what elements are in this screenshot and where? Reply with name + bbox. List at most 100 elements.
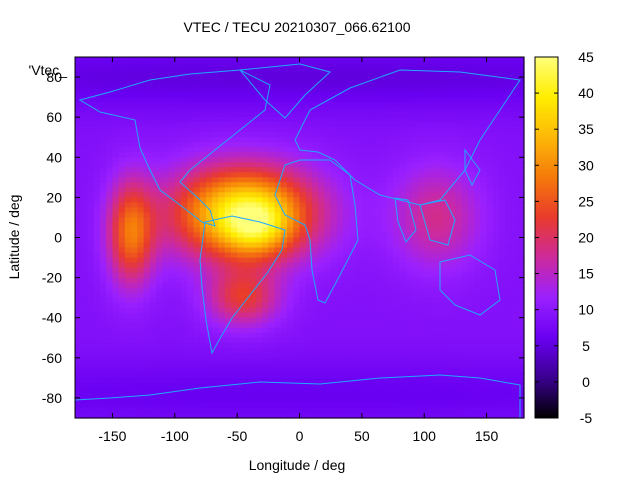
- heatmap-cell: [162, 392, 170, 399]
- heatmap-cell: [336, 137, 344, 143]
- heatmap-cell: [324, 367, 332, 374]
- heatmap-cell: [224, 182, 232, 188]
- heatmap-cell: [430, 137, 438, 143]
- heatmap-cell: [193, 242, 201, 249]
- heatmap-cell: [455, 222, 463, 229]
- heatmap-cell: [305, 77, 313, 83]
- heatmap-cell: [461, 272, 469, 279]
- heatmap-cell: [374, 237, 382, 244]
- heatmap-cell: [124, 337, 132, 344]
- heatmap-cell: [511, 322, 519, 329]
- heatmap-cell: [274, 257, 282, 264]
- heatmap-cell: [311, 357, 319, 364]
- heatmap-cell: [455, 117, 463, 123]
- heatmap-cell: [405, 382, 413, 389]
- heatmap-cell: [293, 132, 301, 138]
- heatmap-cell: [75, 392, 82, 399]
- heatmap-cell: [187, 332, 195, 339]
- heatmap-cell: [218, 132, 226, 138]
- heatmap-cell: [424, 367, 432, 374]
- heatmap-cell: [305, 382, 313, 389]
- heatmap-cell: [380, 322, 388, 329]
- heatmap-cell: [511, 352, 519, 359]
- heatmap-cell: [268, 212, 276, 219]
- heatmap-cell: [237, 187, 244, 193]
- heatmap-cell: [162, 142, 170, 148]
- heatmap-cell: [174, 127, 182, 133]
- heatmap-cell: [511, 147, 519, 153]
- heatmap-cell: [330, 362, 338, 369]
- heatmap-cell: [168, 392, 176, 399]
- heatmap-cell: [393, 102, 400, 108]
- heatmap-cell: [156, 392, 163, 399]
- heatmap-cell: [386, 397, 394, 404]
- heatmap-cell: [199, 332, 207, 339]
- heatmap-cell: [336, 337, 344, 344]
- heatmap-cell: [249, 277, 257, 284]
- heatmap-cell: [212, 142, 220, 148]
- heatmap-cell: [230, 177, 238, 183]
- heatmap-cell: [255, 117, 263, 123]
- heatmap-cell: [330, 162, 338, 168]
- heatmap-cell: [417, 347, 425, 354]
- heatmap-cell: [249, 267, 257, 274]
- heatmap-cell: [106, 182, 114, 188]
- heatmap-cell: [75, 267, 82, 274]
- heatmap-cell: [405, 102, 413, 108]
- heatmap-cell: [268, 107, 276, 113]
- heatmap-cell: [461, 242, 469, 249]
- heatmap-cell: [330, 192, 338, 198]
- heatmap-cell: [268, 332, 276, 339]
- heatmap-cell: [230, 227, 238, 234]
- heatmap-cell: [330, 377, 338, 384]
- heatmap-cell: [199, 307, 207, 314]
- heatmap-cell: [430, 187, 438, 193]
- heatmap-cell: [399, 162, 407, 168]
- heatmap-cell: [467, 207, 475, 214]
- heatmap-cell: [461, 387, 469, 394]
- heatmap-cell: [174, 247, 182, 254]
- heatmap-cell: [442, 102, 450, 108]
- heatmap-cell: [355, 177, 363, 183]
- heatmap-cell: [449, 177, 457, 183]
- heatmap-cell: [386, 187, 394, 193]
- heatmap-cell: [474, 297, 481, 304]
- heatmap-cell: [361, 142, 369, 148]
- heatmap-cell: [193, 342, 201, 349]
- heatmap-cell: [393, 117, 400, 123]
- heatmap-cell: [193, 177, 201, 183]
- heatmap-cell: [168, 257, 176, 264]
- heatmap-cell: [318, 132, 326, 138]
- heatmap-cell: [505, 67, 513, 73]
- heatmap-cell: [287, 307, 294, 314]
- heatmap-cell: [137, 272, 145, 279]
- heatmap-cell: [205, 332, 213, 339]
- heatmap-cell: [224, 112, 232, 118]
- heatmap-cell: [442, 172, 450, 178]
- heatmap-cell: [87, 197, 95, 203]
- heatmap-cell: [99, 117, 107, 123]
- heatmap-cell: [293, 207, 301, 214]
- heatmap-cell: [187, 102, 195, 108]
- heatmap-cell: [386, 92, 394, 98]
- heatmap-cell: [87, 97, 95, 103]
- heatmap-cell: [343, 357, 350, 364]
- heatmap-cell: [87, 252, 95, 259]
- heatmap-cell: [318, 247, 326, 254]
- heatmap-cell: [355, 377, 363, 384]
- heatmap-cell: [368, 172, 375, 178]
- heatmap-cell: [499, 322, 506, 329]
- heatmap-cell: [237, 132, 244, 138]
- heatmap-cell: [143, 207, 151, 214]
- heatmap-cell: [505, 92, 513, 98]
- heatmap-cell: [168, 267, 176, 274]
- heatmap-cell: [131, 257, 138, 264]
- heatmap-cell: [112, 297, 120, 304]
- heatmap-cell: [237, 162, 244, 168]
- heatmap-cell: [505, 207, 513, 214]
- heatmap-cell: [87, 187, 95, 193]
- heatmap-cell: [455, 337, 463, 344]
- heatmap-cell: [393, 237, 400, 244]
- heatmap-cell: [237, 257, 244, 264]
- heatmap-cell: [361, 242, 369, 249]
